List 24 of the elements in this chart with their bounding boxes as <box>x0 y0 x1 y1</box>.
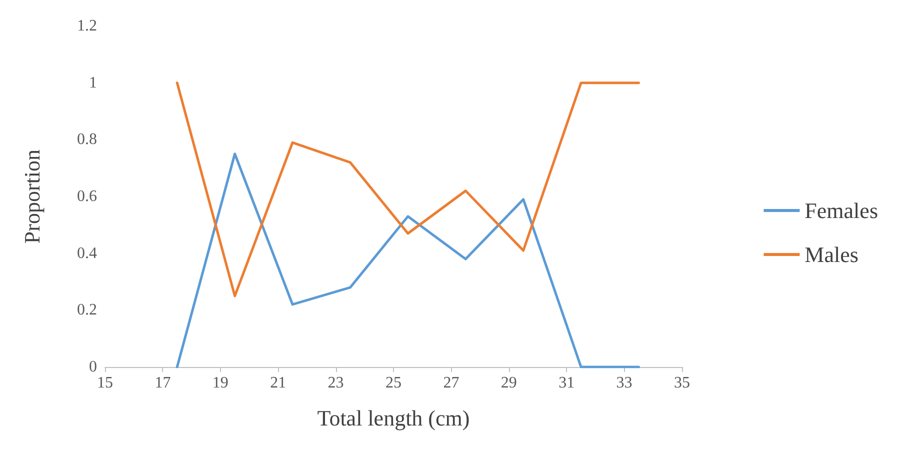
y-tick-label: 0.6 <box>77 188 97 205</box>
x-tick-label: 19 <box>212 374 228 392</box>
y-tick-label: 0.8 <box>77 131 97 148</box>
x-tick-label: 17 <box>154 374 171 392</box>
x-tick-label: 33 <box>616 374 632 392</box>
legend-label: Males <box>804 242 858 267</box>
line-series <box>176 152 640 368</box>
x-tick-label: 35 <box>674 374 690 392</box>
y-axis-title: Proportion <box>20 149 44 244</box>
x-tick-label: 23 <box>328 374 344 392</box>
x-axis-title: Total length (cm) <box>317 406 470 430</box>
y-tick-label: 0 <box>89 358 97 376</box>
y-tick-label: 1 <box>89 74 97 92</box>
y-tick-label: 1.2 <box>77 18 97 34</box>
x-tick-label: 15 <box>97 374 113 392</box>
y-tick-label: 0.4 <box>77 244 97 262</box>
x-tick-label: 29 <box>500 374 517 392</box>
x-tick-label: 31 <box>558 374 575 392</box>
x-tick-label: 27 <box>443 374 460 392</box>
line-series <box>176 82 640 298</box>
x-tick-label: 25 <box>386 374 402 392</box>
legend-label: Females <box>804 198 878 223</box>
x-tick-label: 21 <box>270 374 286 392</box>
y-tick-label: 0.2 <box>77 302 97 319</box>
